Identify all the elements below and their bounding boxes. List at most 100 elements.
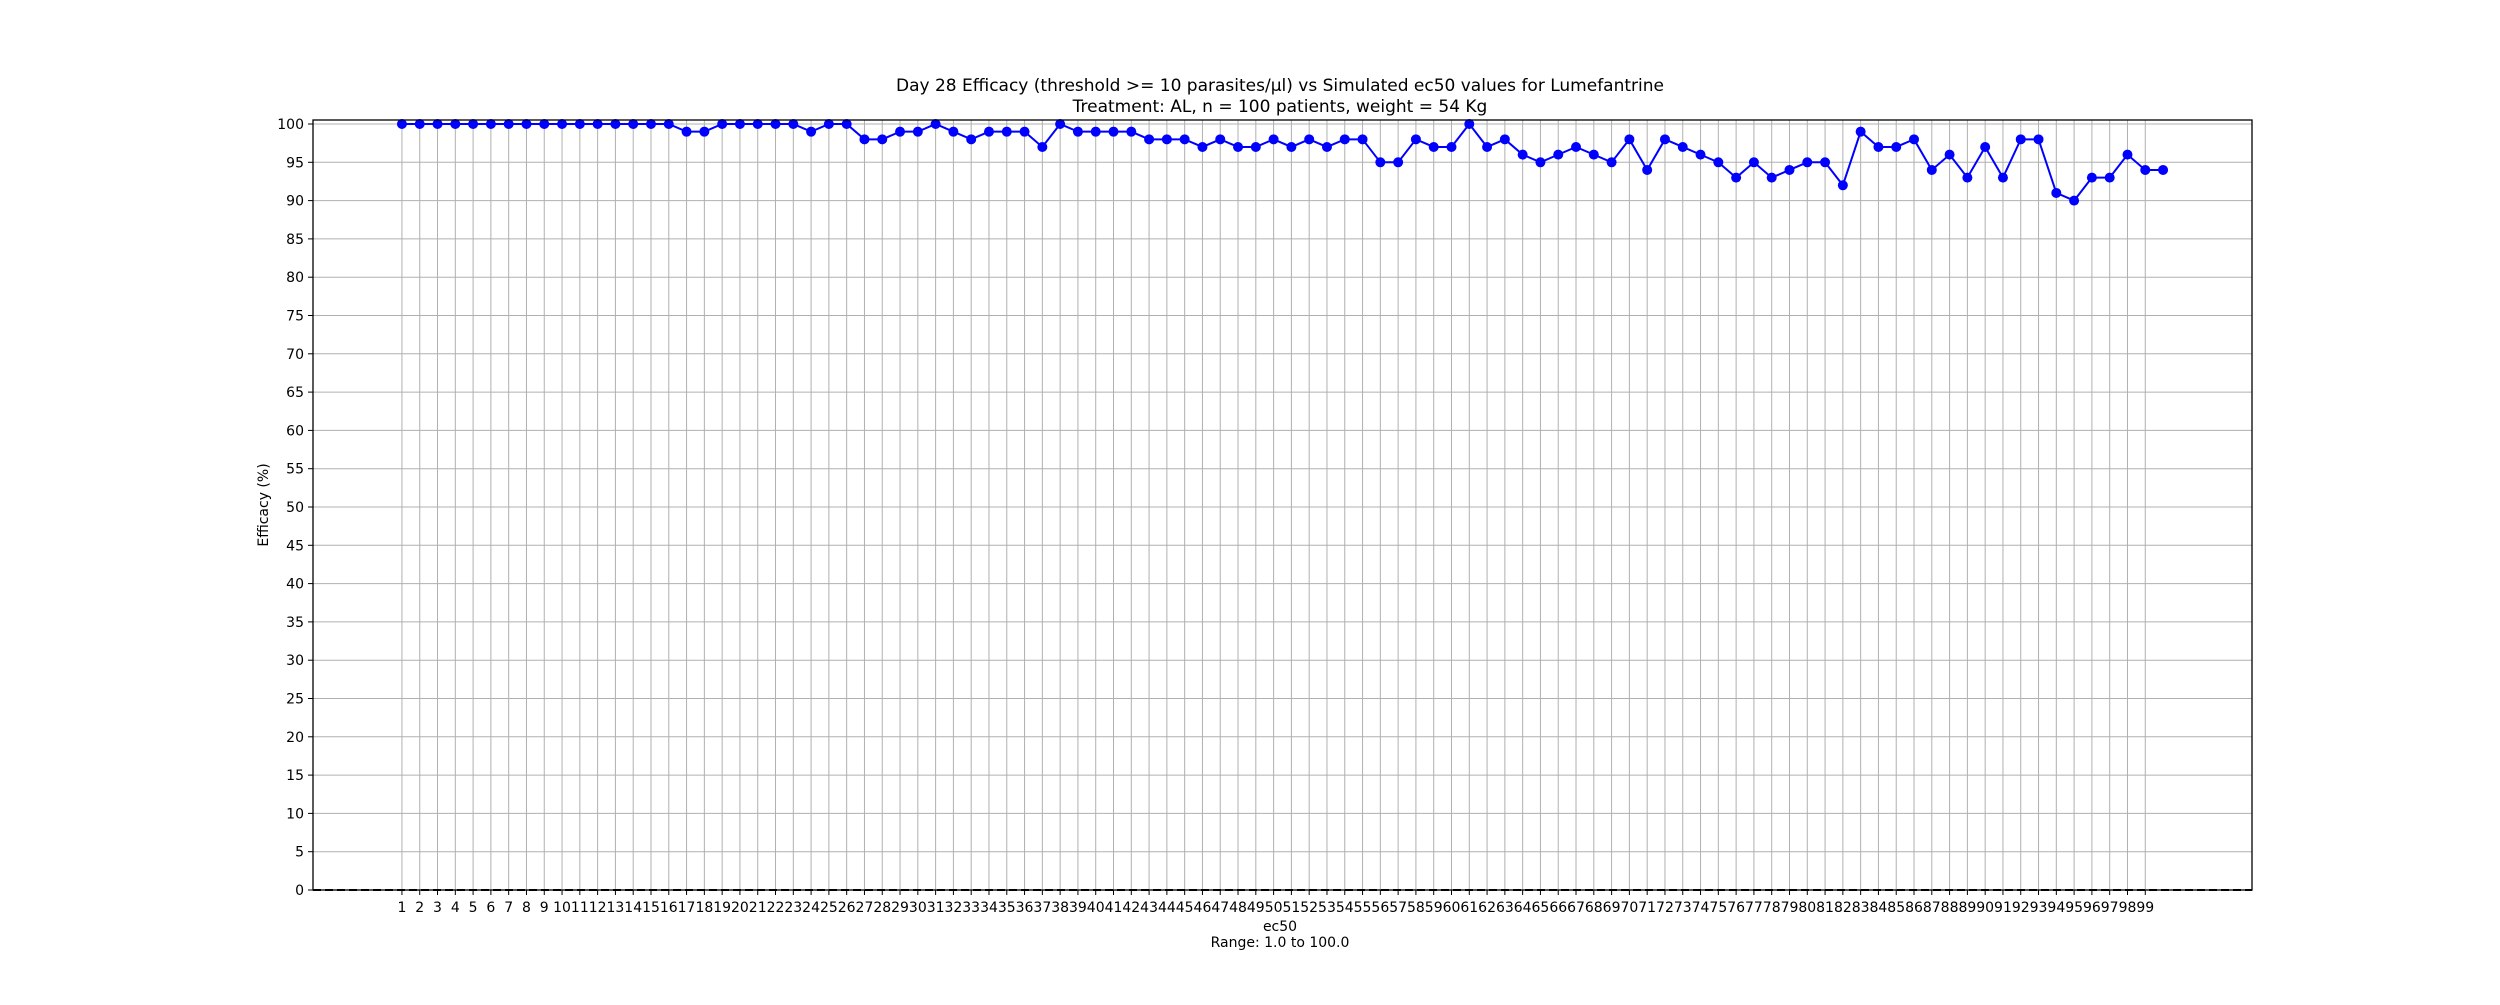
data-point [806,126,817,137]
data-point [1233,141,1244,152]
x-tick-label: 59 [1425,900,1443,916]
data-point [1766,172,1777,183]
y-tick-label: 15 [286,768,304,784]
chart-subtitle: Treatment: AL, n = 100 patients, weight … [1072,97,1488,117]
data-point [948,126,959,137]
x-tick-label: 3 [433,900,442,916]
x-tick-label: 63 [1496,900,1514,916]
x-tick-label: 11 [571,900,589,916]
data-point [2015,134,2026,145]
data-point [1820,157,1831,168]
data-point [450,119,461,129]
x-tick-label: 30 [909,900,927,916]
data-point [1286,141,1297,152]
y-tick-label: 5 [295,845,304,861]
y-tick-label: 35 [286,615,304,631]
data-point [1517,149,1528,160]
data-point [681,126,692,137]
data-point [2140,164,2151,175]
x-tick-label: 47 [1211,900,1229,916]
data-point [1926,164,1937,175]
x-tick-label: 58 [1407,900,1425,916]
data-point [1891,141,1902,152]
data-point [1108,126,1119,137]
x-tick-label: 62 [1478,900,1496,916]
data-point [1001,126,1012,137]
x-tick-label: 97 [2101,900,2119,916]
data-point [610,119,621,129]
y-tick-label: 40 [286,577,304,593]
x-tick-label: 37 [1033,900,1051,916]
data-point [1855,126,1866,137]
data-point [699,126,710,137]
data-point [1571,141,1582,152]
y-tick-label: 75 [286,309,304,325]
data-point [1304,134,1315,145]
data-point [717,119,728,129]
x-tick-label: 23 [784,900,802,916]
data-point [1161,134,1172,145]
data-point [752,119,763,129]
x-tick-label: 84 [1870,900,1888,916]
x-tick-label: 89 [1958,900,1976,916]
data-point [1535,157,1546,168]
data-point [1037,141,1048,152]
data-point [966,134,977,145]
data-point [1428,141,1439,152]
x-tick-label: 92 [2012,900,2030,916]
x-tick-label: 49 [1247,900,1265,916]
data-point [1695,149,1706,160]
x-tick-label: 35 [998,900,1016,916]
plot-area-frame [312,119,2253,891]
x-tick-label: 29 [891,900,909,916]
data-point [2069,195,2080,206]
x-tick-label: 80 [1798,900,1816,916]
data-point [1588,149,1599,160]
x-tick-label: 39 [1069,900,1087,916]
data-point [1339,134,1350,145]
data-point [1268,134,1279,145]
x-tick-label: 91 [1994,900,2012,916]
x-tick-label: 67 [1567,900,1585,916]
x-tick-label: 18 [695,900,713,916]
data-point [1624,134,1635,145]
y-tick-label: 25 [286,692,304,708]
y-tick-label: 55 [286,462,304,478]
x-tick-label: 4 [451,900,460,916]
data-point [2033,134,2044,145]
y-tick-label: 90 [286,194,304,210]
x-tick-label: 51 [1282,900,1300,916]
x-tick-label: 31 [927,900,945,916]
data-point [539,119,550,129]
x-tick-label: 61 [1460,900,1478,916]
x-tick-label: 69 [1603,900,1621,916]
data-point [628,119,639,129]
chart-title: Day 28 Efficacy (threshold >= 10 parasit… [896,76,1664,96]
x-tick-label: 42 [1122,900,1140,916]
x-tick-label: 56 [1371,900,1389,916]
x-tick-label: 99 [2136,900,2154,916]
data-point [485,119,496,129]
data-point [2158,164,2169,175]
y-tick-label: 85 [286,232,304,248]
x-tick-label: 26 [838,900,856,916]
data-point [1748,157,1759,168]
x-tick-label: 15 [642,900,660,916]
data-point [1072,126,1083,137]
x-tick-label: 79 [1781,900,1799,916]
x-tick-label: 68 [1585,900,1603,916]
x-tick-label: 54 [1336,900,1354,916]
x-tick-label: 33 [962,900,980,916]
data-point [1873,141,1884,152]
x-tick-label: 65 [1532,900,1550,916]
x-tick-label: 86 [1905,900,1923,916]
data-point [895,126,906,137]
data-point [2104,172,2115,183]
y-tick-label: 80 [286,270,304,286]
data-point [521,119,532,129]
data-point [1482,141,1493,152]
data-point [1997,172,2008,183]
x-tick-label: 45 [1176,900,1194,916]
